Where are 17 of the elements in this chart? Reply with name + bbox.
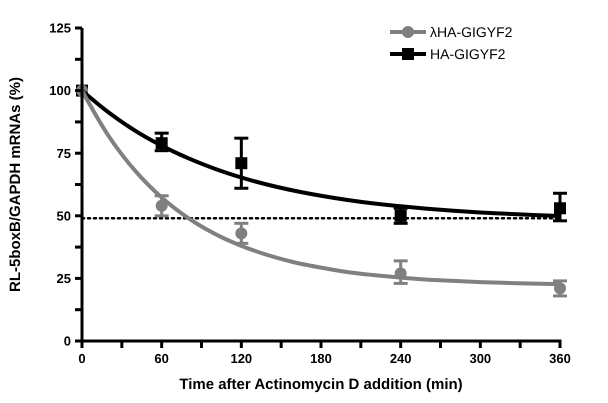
y-tick-label: 50 (56, 208, 71, 224)
y-tick-label: 125 (49, 20, 71, 36)
x-axis-title: Time after Actinomycin D addition (min) (179, 376, 463, 393)
x-tick-label: 60 (154, 351, 169, 366)
x-tick-label: 180 (310, 351, 332, 366)
x-tick-label: 120 (230, 351, 252, 366)
x-tick-label: 240 (390, 351, 412, 366)
x-tick-label: 300 (469, 351, 492, 366)
y-axis-title: RL-5boxB/GAPDH mRNAs (%) (7, 76, 24, 292)
x-tick-label: 360 (549, 351, 571, 366)
legend-label: HA-GIGYF2 (430, 46, 506, 62)
y-tick-label: 75 (56, 146, 71, 161)
y-tick-label: 25 (56, 270, 71, 286)
y-tick-label: 100 (49, 83, 71, 98)
legend-label: λHA-GIGYF2 (430, 24, 513, 40)
y-tick-label: 0 (64, 334, 71, 349)
x-tick-label: 0 (78, 351, 86, 366)
